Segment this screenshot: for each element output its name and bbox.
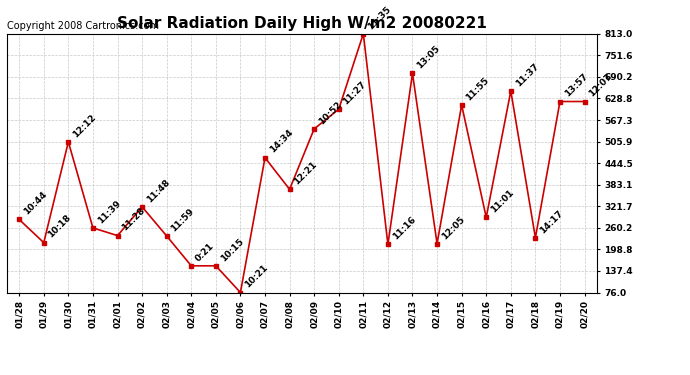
Text: 11:48: 11:48 bbox=[145, 177, 172, 204]
Text: 11:55: 11:55 bbox=[464, 76, 491, 102]
Text: 13:05: 13:05 bbox=[415, 44, 442, 70]
Title: Solar Radiation Daily High W/m2 20080221: Solar Radiation Daily High W/m2 20080221 bbox=[117, 16, 487, 31]
Text: 12:21: 12:21 bbox=[293, 160, 319, 186]
Text: 11:28: 11:28 bbox=[120, 206, 147, 233]
Text: 10:21: 10:21 bbox=[243, 263, 270, 290]
Text: 12:07: 12:07 bbox=[587, 72, 614, 99]
Text: 11:37: 11:37 bbox=[513, 62, 540, 88]
Text: 12:12: 12:12 bbox=[71, 112, 98, 139]
Text: 11:16: 11:16 bbox=[391, 215, 417, 242]
Text: 13:57: 13:57 bbox=[563, 72, 589, 99]
Text: 10:15: 10:15 bbox=[219, 237, 245, 263]
Text: 10:52: 10:52 bbox=[317, 100, 344, 126]
Text: Copyright 2008 Cartronics.com: Copyright 2008 Cartronics.com bbox=[7, 21, 159, 31]
Text: 11:27: 11:27 bbox=[342, 80, 368, 106]
Text: 12:05: 12:05 bbox=[440, 214, 466, 241]
Text: 10:44: 10:44 bbox=[22, 190, 49, 217]
Text: 10:18: 10:18 bbox=[46, 213, 73, 240]
Text: 11:01: 11:01 bbox=[489, 188, 515, 214]
Text: 11:59: 11:59 bbox=[170, 207, 196, 233]
Text: 11:35: 11:35 bbox=[366, 4, 393, 31]
Text: 11:39: 11:39 bbox=[96, 198, 122, 225]
Text: 14:34: 14:34 bbox=[268, 128, 295, 155]
Text: 14:17: 14:17 bbox=[538, 208, 565, 235]
Text: 0:21: 0:21 bbox=[194, 241, 216, 263]
